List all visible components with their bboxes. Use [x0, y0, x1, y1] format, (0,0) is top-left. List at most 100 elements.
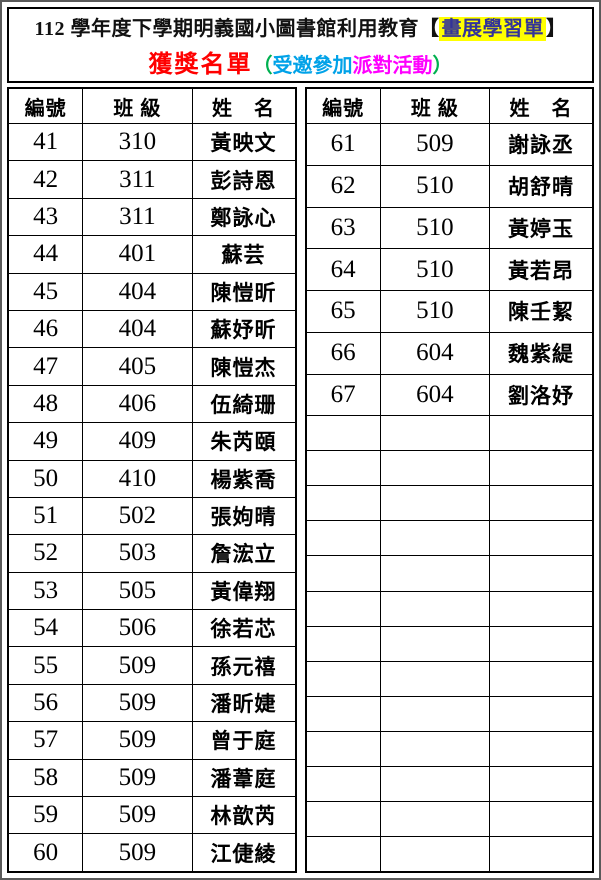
title-prefix: 112 學年度下學期明義國小圖書館利用教育【: [34, 17, 440, 40]
number-cell: 50: [7, 459, 84, 498]
name-cell: 陳愷昕: [191, 272, 296, 311]
number-cell: 64: [305, 248, 381, 292]
table-row: 41 310 黃映文: [7, 122, 296, 162]
title-box: 112 學年度下學期明義國小圖書館利用教育【 畫展學習單】 獲獎名單（受邀參加派對…: [7, 7, 594, 83]
table-row: 59 509 林歆芮: [7, 796, 296, 835]
class-cell: 509: [82, 683, 193, 723]
empty-row: [305, 660, 594, 697]
class-cell: 509: [82, 796, 193, 835]
class-cell: 404: [82, 309, 193, 349]
empty-cell: [305, 800, 381, 837]
empty-row: [305, 590, 594, 627]
name-cell: 魏紫緹: [489, 331, 594, 375]
class-cell: 406: [82, 384, 193, 424]
name-cell: 楊紫喬: [191, 459, 296, 498]
subtitle-main: 獲獎名單: [148, 51, 253, 78]
name-cell: 蘇芸: [191, 235, 296, 274]
empty-row: [305, 520, 594, 557]
class-cell: 506: [82, 609, 193, 648]
number-cell: 44: [7, 235, 84, 274]
name-cell: 曾于庭: [191, 721, 296, 760]
class-cell: 509: [82, 721, 193, 760]
class-cell: 409: [82, 422, 193, 461]
name-cell: 林歆芮: [191, 796, 296, 835]
empty-cell: [305, 485, 381, 522]
empty-cell: [305, 520, 381, 557]
empty-cell: [489, 555, 594, 592]
empty-cell: [489, 415, 594, 452]
empty-row: [305, 695, 594, 732]
class-cell: 410: [82, 459, 193, 498]
winners-table-right: 編號 班 級 姓 名 61 509 謝詠丞 62 510 胡舒晴 63 510 黃婷玉 64 510…: [304, 87, 594, 873]
empty-cell: [379, 590, 491, 627]
table-row: 57 509 曾于庭: [7, 721, 296, 760]
table-row: 61 509 謝詠丞: [305, 123, 594, 166]
empty-cell: [489, 520, 594, 557]
header-number: 編號: [7, 87, 84, 124]
subtitle-paren-open: （: [252, 54, 273, 77]
subtitle-party-text: 派對活動: [352, 54, 433, 77]
empty-cell: [379, 555, 491, 592]
class-cell: 510: [379, 290, 491, 333]
name-cell: 江倢綾: [191, 833, 296, 873]
number-cell: 58: [7, 758, 84, 798]
class-cell: 404: [82, 272, 193, 311]
class-cell: 604: [379, 373, 491, 417]
empty-cell: [379, 485, 491, 522]
empty-cell: [379, 625, 491, 662]
header-class: 班 級: [82, 87, 193, 124]
number-cell: 67: [305, 373, 381, 417]
empty-cell: [379, 415, 491, 452]
number-cell: 59: [7, 796, 84, 835]
table-row: 48 406 伍綺珊: [7, 384, 296, 424]
table-row: 51 502 張姁晴: [7, 496, 296, 536]
class-cell: 401: [82, 235, 193, 274]
table-row: 54 506 徐若芯: [7, 609, 296, 648]
name-cell: 孫元禧: [191, 646, 296, 685]
class-cell: 311: [82, 197, 193, 237]
empty-cell: [489, 625, 594, 662]
table-row: 53 505 黃偉翔: [7, 571, 296, 611]
number-cell: 56: [7, 683, 84, 723]
header-class: 班 級: [379, 87, 491, 124]
empty-row: [305, 415, 594, 452]
header-row: 編號 班 級 姓 名: [305, 87, 594, 124]
empty-cell: [489, 765, 594, 802]
empty-row: [305, 555, 594, 592]
header-name: 姓 名: [191, 87, 296, 124]
number-cell: 65: [305, 290, 381, 333]
number-cell: 42: [7, 160, 84, 199]
number-cell: 47: [7, 347, 84, 386]
header-row: 編號 班 級 姓 名: [7, 87, 296, 124]
number-cell: 55: [7, 646, 84, 685]
name-cell: 黃映文: [191, 122, 296, 162]
number-cell: 60: [7, 833, 84, 873]
empty-row: [305, 835, 594, 873]
table-row: 67 604 劉洛妤: [305, 373, 594, 417]
table-row: 43 311 鄭詠心: [7, 197, 296, 237]
number-cell: 62: [305, 164, 381, 208]
empty-cell: [379, 695, 491, 732]
title-highlight: 畫展學習單: [439, 16, 546, 41]
empty-cell: [379, 450, 491, 487]
class-cell: 505: [82, 571, 193, 611]
name-cell: 陳壬絜: [489, 290, 594, 333]
empty-cell: [379, 730, 491, 767]
empty-cell: [305, 730, 381, 767]
name-cell: 詹浤立: [191, 534, 296, 573]
empty-cell: [489, 835, 594, 873]
empty-cell: [489, 695, 594, 732]
number-cell: 48: [7, 384, 84, 424]
empty-cell: [305, 695, 381, 732]
empty-cell: [379, 765, 491, 802]
empty-cell: [379, 800, 491, 837]
class-cell: 502: [82, 496, 193, 536]
name-cell: 彭詩恩: [191, 160, 296, 199]
table-row: 60 509 江倢綾: [7, 833, 296, 873]
empty-cell: [305, 415, 381, 452]
number-cell: 41: [7, 122, 84, 162]
name-cell: 胡舒晴: [489, 164, 594, 208]
empty-cell: [379, 835, 491, 873]
name-cell: 潘葦庭: [191, 758, 296, 798]
empty-cell: [305, 450, 381, 487]
